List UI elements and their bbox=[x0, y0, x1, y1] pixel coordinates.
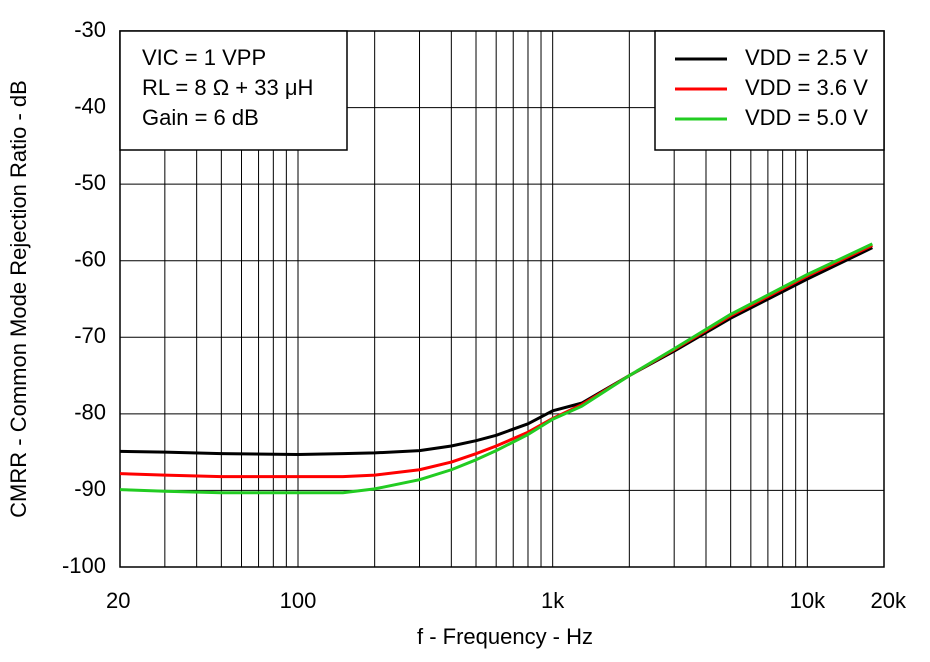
annotation: VIC = 1 VPP bbox=[142, 45, 266, 70]
plot-frame bbox=[119, 30, 885, 568]
y-tick-label: -30 bbox=[74, 17, 106, 42]
x-tick-label: 20k bbox=[871, 588, 907, 613]
legend-label: VDD = 2.5 V bbox=[745, 45, 868, 70]
y-tick-label: -50 bbox=[74, 170, 106, 195]
x-axis-label: f - Frequency - Hz bbox=[417, 624, 593, 649]
y-tick-label: -40 bbox=[74, 93, 106, 118]
annotation-box bbox=[119, 30, 348, 151]
y-axis-label: CMRR - Common Mode Rejection Ratio - dB bbox=[6, 80, 31, 518]
x-tick-label: 1k bbox=[541, 588, 565, 613]
x-tick-label: 10k bbox=[790, 588, 826, 613]
legend-label: VDD = 3.6 V bbox=[745, 75, 868, 100]
annotation: RL = 8 Ω + 33 μH bbox=[142, 75, 313, 100]
y-tick-label: -80 bbox=[74, 400, 106, 425]
legend-label: VDD = 5.0 V bbox=[745, 105, 868, 130]
annotation: Gain = 6 dB bbox=[142, 105, 259, 130]
y-tick-label: -90 bbox=[74, 476, 106, 501]
series-line bbox=[119, 242, 873, 495]
y-tick-label: -70 bbox=[74, 323, 106, 348]
x-tick-label: 100 bbox=[280, 588, 317, 613]
x-tick-label: 20 bbox=[106, 588, 130, 613]
y-tick-label: -100 bbox=[62, 553, 106, 578]
y-tick-label: -60 bbox=[74, 247, 106, 272]
